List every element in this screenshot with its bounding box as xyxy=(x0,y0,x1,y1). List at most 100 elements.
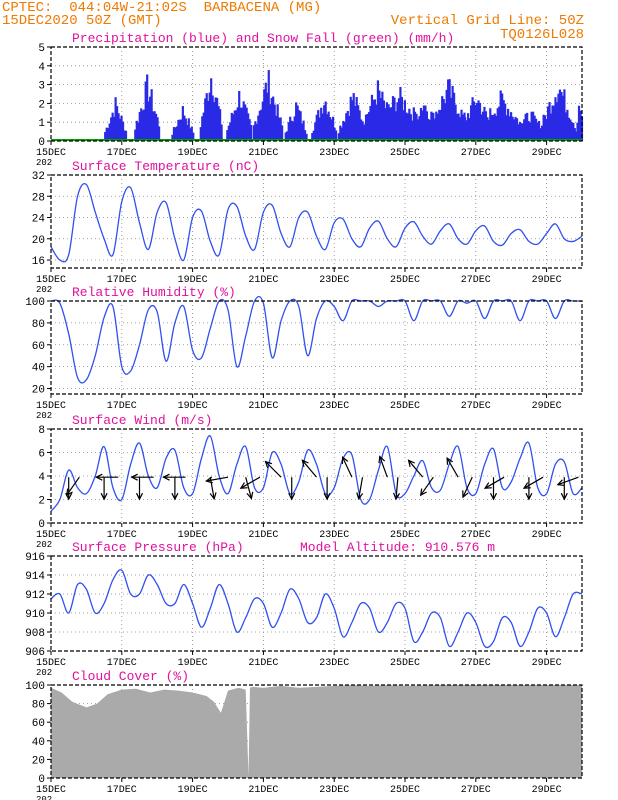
precip-bar xyxy=(453,92,456,141)
precip-bar xyxy=(143,109,146,141)
precip-bar xyxy=(490,115,493,141)
precip-bar xyxy=(523,119,526,141)
precip-bar xyxy=(387,104,390,141)
precip-bar xyxy=(226,130,229,141)
precip-bar xyxy=(477,100,480,141)
x-tick-label: 17DEC xyxy=(107,530,137,541)
precip-bar xyxy=(502,100,505,141)
series-line xyxy=(50,295,582,384)
precip-bar xyxy=(123,130,126,141)
precip-bar xyxy=(113,116,116,141)
precip-bar xyxy=(403,100,406,141)
x-tick-label: 15DEC xyxy=(36,530,66,541)
x-tick-label: 15DEC xyxy=(36,148,66,159)
precip-bar xyxy=(378,90,381,141)
precip-bar xyxy=(242,101,245,141)
x-year-label: 202 xyxy=(36,540,52,550)
precip-bar xyxy=(427,129,430,141)
precip-bar xyxy=(566,109,569,141)
wind-arrow-head xyxy=(462,490,469,499)
precip-bar xyxy=(298,110,301,141)
precip-bar xyxy=(250,124,253,141)
y-tick-label: 20 xyxy=(32,235,45,247)
wind-arrow-head xyxy=(341,456,349,464)
precip-bar xyxy=(370,94,374,141)
precip-bar xyxy=(269,104,272,141)
precip-bar xyxy=(372,122,375,141)
precip-bar xyxy=(409,127,412,141)
precip-bar xyxy=(457,113,460,141)
precip-bar xyxy=(229,122,232,141)
precip-bar xyxy=(210,78,213,141)
y-tick-label: 32 xyxy=(32,171,45,183)
precip-bar xyxy=(468,118,471,141)
wind-arrow-head xyxy=(525,492,533,501)
y-tick-label: 40 xyxy=(32,737,45,749)
precip-bar xyxy=(536,122,539,141)
precip-bar xyxy=(505,115,508,141)
precip-bar xyxy=(396,102,399,141)
x-tick-label: 21DEC xyxy=(248,401,278,412)
wind-arrow xyxy=(420,476,434,496)
wind-arrow-head xyxy=(323,492,331,501)
panel-title: Precipitation (blue) and Snow Fall (gree… xyxy=(72,31,454,46)
wind-arrow xyxy=(265,461,282,478)
x-tick-label: 17DEC xyxy=(107,658,137,669)
precip-bar xyxy=(369,127,372,141)
precip-bar xyxy=(406,113,409,141)
plot-frame xyxy=(50,300,583,395)
y-tick-label: 4 xyxy=(38,472,45,484)
precip-bar xyxy=(496,108,499,141)
precip-bar xyxy=(321,113,324,141)
x-tick-label: 19DEC xyxy=(178,148,208,159)
precip-bar xyxy=(118,118,122,141)
precip-bar xyxy=(554,97,557,141)
y-tick-label: 80 xyxy=(32,319,45,331)
precip-bar xyxy=(348,115,351,141)
precip-bar xyxy=(276,104,279,141)
precip-bar xyxy=(261,101,264,141)
precip-bar xyxy=(323,105,326,141)
wind-arrow-head xyxy=(288,492,296,501)
wind-arrow-head xyxy=(65,488,73,497)
precip-bar xyxy=(447,79,450,141)
precip-bar xyxy=(354,106,357,141)
precip-bar xyxy=(264,82,267,141)
header-model: TQ0126L028 xyxy=(499,27,584,43)
precip-bar xyxy=(241,107,244,141)
precip-bar xyxy=(115,106,119,141)
precip-bar xyxy=(421,110,424,141)
precip-bar xyxy=(110,117,113,141)
precip-bar xyxy=(340,127,343,141)
precip-bar xyxy=(275,115,278,141)
x-tick-label: 19DEC xyxy=(178,530,208,541)
precip-bar xyxy=(337,133,340,141)
precip-bar xyxy=(518,129,521,141)
precip-bar xyxy=(300,123,304,141)
series-line xyxy=(50,569,583,649)
precip-bar xyxy=(563,89,566,141)
wind-arrow xyxy=(484,476,505,489)
wind-arrow xyxy=(240,476,261,489)
precip-bar xyxy=(436,113,439,141)
precip-bar xyxy=(539,128,542,141)
precip-bar xyxy=(541,125,544,141)
precip-bar xyxy=(286,131,289,141)
precip-bar xyxy=(220,124,223,141)
precip-bar xyxy=(157,126,161,141)
precip-bar xyxy=(380,111,383,141)
precip-bar xyxy=(137,122,140,141)
precip-bar xyxy=(371,128,374,141)
precip-bar xyxy=(369,105,372,141)
precip-bar xyxy=(429,126,432,141)
precip-bar xyxy=(153,111,156,141)
precip-bar xyxy=(520,126,523,141)
y-tick-label: 16 xyxy=(32,256,45,268)
precip-bar xyxy=(364,114,368,141)
precip-bar xyxy=(211,95,214,141)
precip-bar xyxy=(257,115,260,141)
precip-bar xyxy=(303,130,307,141)
x-tick-label: 25DEC xyxy=(390,658,420,669)
precip-bar xyxy=(498,106,501,141)
y-tick-label: 908 xyxy=(25,628,45,640)
